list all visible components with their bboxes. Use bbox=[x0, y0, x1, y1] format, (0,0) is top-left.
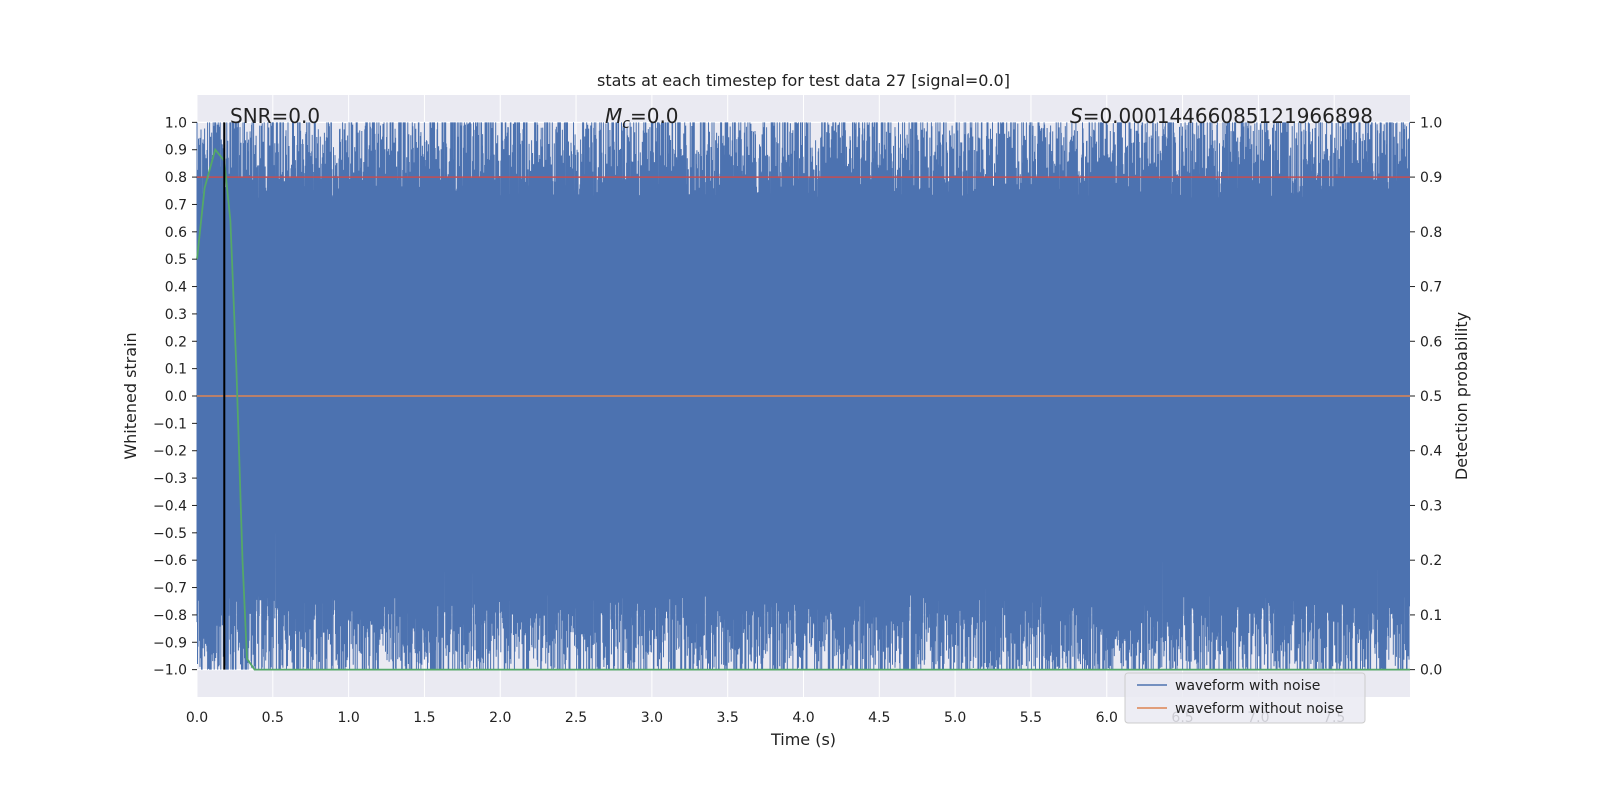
y-right-tick-label: 0.5 bbox=[1420, 389, 1442, 405]
annotation-chirp-mass: Mc=0.0 bbox=[605, 104, 679, 132]
chart-title: stats at each timestep for test data 27 … bbox=[597, 71, 1010, 90]
x-tick-label: 1.5 bbox=[413, 710, 435, 726]
y-tick-label: 0.3 bbox=[165, 307, 187, 323]
y-tick-label: −0.9 bbox=[153, 635, 187, 651]
annotation-snr: SNR=0.0 bbox=[230, 104, 320, 128]
y-right-tick-labels: 1.0 0.9 0.8 0.7 0.6 0.5 0.4 0.3 0.2 0.1 0.0 bbox=[1410, 115, 1442, 679]
y-tick-label: −0.1 bbox=[153, 416, 187, 432]
y-tick-label: −0.4 bbox=[153, 498, 187, 514]
y-right-tick-label: 0.2 bbox=[1420, 553, 1442, 569]
y-right-tick-label: 0.4 bbox=[1420, 444, 1442, 460]
y-tick-label: 0.9 bbox=[165, 143, 187, 159]
y-tick-label: 0.7 bbox=[165, 197, 187, 213]
y-tick-label: 0.4 bbox=[165, 280, 187, 296]
y-right-tick-label: 0.9 bbox=[1420, 170, 1442, 186]
y-right-tick-label: 0.0 bbox=[1420, 663, 1442, 679]
y-tick-label: 0.2 bbox=[165, 334, 187, 350]
y-right-tick-label: 0.8 bbox=[1420, 225, 1442, 241]
legend-box bbox=[1124, 672, 1366, 724]
y-tick-label: −0.2 bbox=[153, 444, 187, 460]
y-tick-label: −0.7 bbox=[153, 581, 187, 597]
annotation-statistic: S=0.0001446608512196689​8 bbox=[1070, 104, 1373, 128]
y-right-tick-label: 0.6 bbox=[1420, 334, 1442, 350]
annotation-statistic-symbol: S bbox=[1070, 104, 1083, 128]
annotation-chirp-mass-value: =0.0 bbox=[630, 104, 679, 128]
series-detection-probability bbox=[196, 147, 1410, 671]
y-axis-label: Whitened strain bbox=[121, 332, 140, 459]
y-tick-label: −0.8 bbox=[153, 608, 187, 624]
x-tick-label: 4.0 bbox=[792, 710, 814, 726]
y-tick-label: 0.5 bbox=[165, 252, 187, 268]
y-tick-label: −1.0 bbox=[153, 663, 187, 679]
y-tick-label: 0.8 bbox=[165, 170, 187, 186]
y-tick-label: 0.6 bbox=[165, 225, 187, 241]
x-tick-label: 2.0 bbox=[489, 710, 511, 726]
x-tick-label: 6.0 bbox=[1096, 710, 1118, 726]
y-tick-label: 0.1 bbox=[165, 362, 187, 378]
x-tick-label: 1.0 bbox=[337, 710, 359, 726]
x-tick-label: 5.0 bbox=[944, 710, 966, 726]
y-tick-label: −0.3 bbox=[153, 471, 187, 487]
y-right-tick-label: 1.0 bbox=[1420, 115, 1442, 131]
legend-label-waveform-with-noise: waveform with noise bbox=[1175, 678, 1320, 694]
y-tick-labels: 1.0 0.9 0.8 0.7 0.6 0.5 0.4 0.3 0.2 0.1 0.0 −0.1 −0.… bbox=[153, 115, 197, 679]
y-right-tick-label: 0.7 bbox=[1420, 280, 1442, 296]
y-tick-label: −0.5 bbox=[153, 526, 187, 542]
series-waveform-with-noise bbox=[196, 122, 1410, 670]
annotation-chirp-mass-symbol: M bbox=[605, 104, 622, 128]
x-tick-label: 2.5 bbox=[565, 710, 587, 726]
legend-label-waveform-without-noise: waveform without noise bbox=[1175, 701, 1343, 717]
x-tick-label: 3.5 bbox=[717, 710, 739, 726]
y-tick-label: −0.6 bbox=[153, 553, 187, 569]
legend: waveform with noise waveform without noi… bbox=[1124, 672, 1366, 724]
annotation-chirp-mass-subscript: c bbox=[622, 116, 630, 132]
x-tick-label: 5.5 bbox=[1020, 710, 1042, 726]
x-tick-label: 0.5 bbox=[262, 710, 284, 726]
x-tick-label: 4.5 bbox=[868, 710, 890, 726]
x-tick-label: 0.0 bbox=[186, 710, 208, 726]
x-tick-label: 3.0 bbox=[641, 710, 663, 726]
x-axis-label: Time (s) bbox=[770, 730, 836, 749]
y-right-axis-label: Detection probability bbox=[1452, 312, 1471, 480]
annotation-statistic-value: =0.0001446608512196689​8 bbox=[1083, 104, 1373, 128]
y-tick-label: 0.0 bbox=[165, 389, 187, 405]
y-tick-label: 1.0 bbox=[165, 115, 187, 131]
y-right-tick-label: 0.1 bbox=[1420, 608, 1442, 624]
y-right-tick-label: 0.3 bbox=[1420, 498, 1442, 514]
